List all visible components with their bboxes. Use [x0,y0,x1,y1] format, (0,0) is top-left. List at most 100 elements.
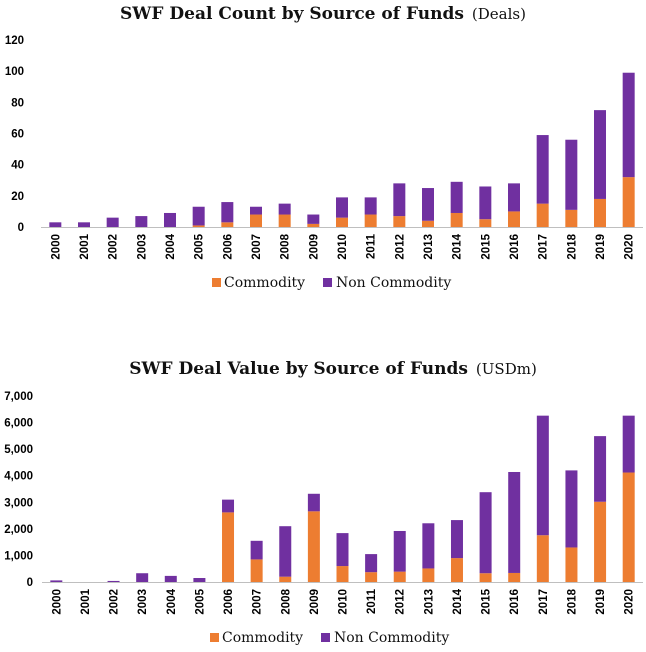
legend-label-commodity: Commodity [222,630,303,646]
bar-commodity-2013 [422,220,434,227]
x-tick-label: 2016 [509,589,521,615]
bar-non-commodity-2019 [594,110,606,199]
bar-non-commodity-2000 [50,580,63,582]
x-tick-label: 2015 [480,233,492,259]
x-tick-label: 2005 [194,588,206,614]
x-tick-label: 2019 [595,234,607,260]
bar-commodity-2017 [536,203,549,228]
bar-non-commodity-2015 [479,186,492,220]
y-tick-label: 3,000 [4,497,33,509]
bar-commodity-2005 [192,225,205,227]
bar-commodity-2012 [393,216,406,227]
bar-commodity-2006 [221,222,234,227]
x-tick-label: 2020 [624,589,636,615]
bar-non-commodity-2010 [336,197,348,218]
x-tick-label: 2010 [337,234,349,260]
bar-commodity-2006 [222,512,235,582]
bar-commodity-2011 [365,572,378,582]
x-tick-label: 2018 [566,233,578,259]
x-tick-label: 2006 [222,234,234,260]
bar-non-commodity-2020 [622,415,635,473]
x-tick-label: 2019 [595,589,607,615]
x-tick-label: 2013 [423,589,435,615]
bar-commodity-2014 [450,212,463,227]
bar-non-commodity-2004 [164,575,177,582]
bar-non-commodity-2017 [536,135,549,204]
bar-commodity-2017 [536,535,549,582]
bar-commodity-2018 [565,209,578,227]
bar-non-commodity-2012 [393,183,406,217]
bar-non-commodity-2018 [565,470,578,548]
bar-commodity-2008 [279,576,292,582]
bar-non-commodity-2015 [479,492,492,574]
bar-non-commodity-2000 [49,222,62,227]
bar-non-commodity-2005 [192,206,205,226]
bar-non-commodity-2013 [422,523,435,569]
bar-commodity-2007 [250,559,263,582]
bar-non-commodity-2002 [107,580,120,582]
bar-non-commodity-2009 [307,214,320,224]
legend-swatch-commodity [210,633,219,642]
bar-commodity-2016 [508,572,521,582]
y-tick-label: 20 [11,191,24,203]
y-axis: 0 20 40 60 80 100 120 [5,35,24,234]
bar-commodity-2020 [622,472,635,582]
x-tick-label: 2008 [280,588,292,614]
x-tick-label: 2010 [338,589,350,615]
y-tick-label: 1,000 [4,550,33,562]
bar-non-commodity-2006 [221,202,234,223]
bar-commodity-2012 [393,571,406,582]
bar-non-commodity-2014 [450,181,463,213]
bar-commodity-2009 [307,511,320,582]
x-tick-label: 2014 [452,233,464,259]
x-tick-label: 2014 [452,588,464,614]
x-tick-label: 2000 [50,234,62,260]
x-tick-label: 2007 [252,589,264,615]
x-tick-label: 2002 [108,234,120,260]
x-tick-label: 2009 [308,234,320,260]
deal-value-chart: SWF Deal Value by Source of Funds (USDm) … [4,359,643,646]
bar-commodity-2014 [450,558,463,582]
y-tick-label: 100 [5,66,24,78]
bar-non-commodity-2009 [307,493,320,512]
x-tick-label: 2004 [165,233,177,259]
bar-commodity-2015 [479,573,492,582]
bar-commodity-2010 [336,217,348,227]
bar-non-commodity-2010 [336,533,349,567]
y-tick-label: 40 [11,160,24,172]
x-tick-label: 2017 [538,234,550,260]
x-tick-label: 2002 [109,589,121,615]
bar-non-commodity-2004 [164,212,176,227]
bar-non-commodity-2016 [508,183,520,212]
x-tick-label: 2009 [309,589,321,615]
x-tick-label: 2017 [538,589,550,615]
x-axis: 2000 2001 2002 2003 2004 2005 2006 2007 2008 2009… [51,588,635,614]
bar-non-commodity-2017 [536,415,549,536]
chart-title: SWF Deal Count by Source of Funds (Deals) [120,4,526,24]
bar-non-commodity-2007 [250,540,263,560]
bar-non-commodity-2003 [135,216,148,227]
chart-title: SWF Deal Value by Source of Funds (USDm) [129,359,537,379]
x-tick-label: 2011 [366,588,378,614]
y-tick-label: 0 [18,222,24,234]
deal-count-chart: SWF Deal Count by Source of Funds (Deals)… [5,4,643,291]
bar-non-commodity-2002 [106,217,119,227]
bar-non-commodity-2013 [422,188,434,221]
bar-non-commodity-2019 [594,436,607,502]
x-axis: 2000 2001 2002 2003 2004 2005 2006 2007 2008 2009… [50,233,635,259]
y-tick-label: 5,000 [4,444,33,456]
bar-non-commodity-2008 [278,203,291,215]
y-axis: 0 1,000 2,000 3,000 4,000 5,000 6,000 7,000 [4,391,33,589]
y-tick-label: 0 [27,577,33,589]
y-tick-label: 6,000 [4,418,33,430]
y-tick-label: 7,000 [4,391,33,403]
bar-non-commodity-2016 [508,471,521,573]
x-tick-label: 2001 [79,233,91,259]
y-tick-label: 60 [11,129,24,141]
bar-non-commodity-2011 [364,197,377,215]
bars [50,415,635,582]
x-tick-label: 2004 [166,588,178,614]
y-tick-label: 120 [5,35,24,47]
x-tick-label: 2013 [423,234,435,260]
bar-non-commodity-2001 [78,222,90,227]
